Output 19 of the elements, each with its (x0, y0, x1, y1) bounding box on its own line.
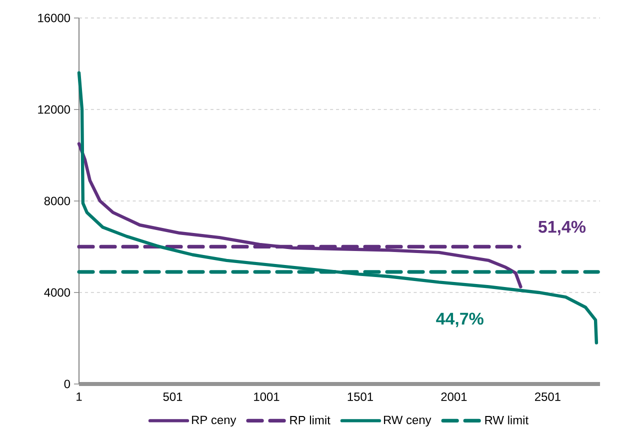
y-tick-label: 16000 (38, 14, 70, 22)
x-tick-label: 2001 (441, 392, 467, 401)
x-tick-label: 1501 (348, 392, 373, 401)
line-series (77, 142, 522, 288)
legend-label: RP limit (290, 416, 330, 424)
annotation: 51,4% (538, 220, 586, 236)
x-tick-label: 501 (163, 392, 182, 401)
x-tick-label: 1 (76, 392, 82, 401)
x-tick-label: 1001 (254, 392, 280, 401)
legend-label: RW ceny (384, 416, 432, 427)
y-tick-label: 0 (64, 380, 70, 388)
legend-label: RP ceny (192, 416, 236, 427)
y-tick-label: 8000 (44, 196, 70, 206)
x-tick-label: 2501 (535, 392, 560, 401)
line-series (77, 71, 598, 344)
legend-label: RW limit (485, 416, 528, 424)
annotation: 44,7% (436, 312, 484, 328)
y-tick-label: 4000 (44, 288, 70, 297)
y-tick-label: 12000 (38, 105, 70, 114)
